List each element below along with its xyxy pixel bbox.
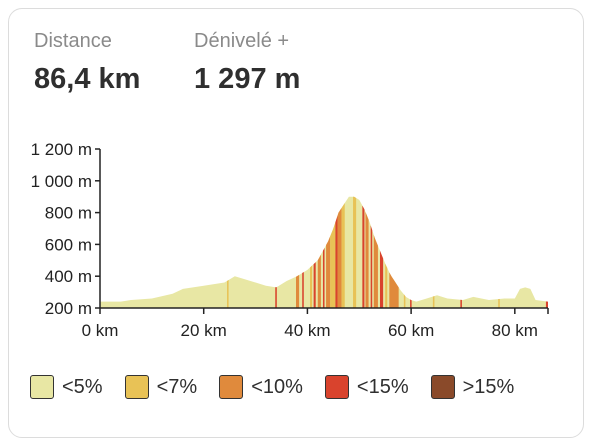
- legend-item-lt5: <5%: [30, 375, 103, 399]
- y-tick-label: 1 200 m: [31, 140, 92, 159]
- y-tick-label: 800 m: [45, 204, 92, 223]
- distance-stat: Distance 86,4 km: [34, 30, 140, 96]
- gradient-segment: [460, 299, 462, 308]
- gradient-segment: [498, 298, 500, 308]
- legend-swatch: [219, 375, 244, 399]
- y-tick-label: 1 000 m: [31, 172, 92, 191]
- gradient-segment: [326, 236, 331, 308]
- x-tick-label: 80 km: [492, 321, 538, 340]
- distance-label: Distance: [34, 30, 112, 52]
- legend-item-lt7: <7%: [124, 375, 198, 399]
- gradient-segment: [313, 262, 316, 308]
- legend-item-lt10: <10%: [219, 375, 303, 399]
- legend-label: <7%: [156, 375, 198, 398]
- gradient-segment: [337, 207, 342, 308]
- gradient-segment: [373, 234, 378, 308]
- x-tick-label: 0 km: [82, 321, 119, 340]
- x-tick-label: 60 km: [388, 321, 434, 340]
- gradient-segment: [302, 272, 304, 308]
- gradient-segment: [275, 287, 277, 308]
- legend-label: <5%: [62, 375, 103, 398]
- gradient-segment: [227, 280, 229, 308]
- gradient-segment: [403, 294, 406, 308]
- gradient-segment: [380, 250, 384, 308]
- y-tick-label: 200 m: [45, 299, 92, 318]
- legend-swatch: [30, 375, 54, 399]
- gradient-segment: [432, 296, 435, 308]
- legend-label: <15%: [356, 375, 409, 398]
- gradient-segment: [353, 196, 357, 308]
- gradient-segment: [296, 274, 300, 308]
- legend-label: <10%: [251, 375, 303, 398]
- gradient-legend: <5% <7% <10% <15% >15%: [30, 375, 536, 399]
- gradient-segment: [317, 254, 321, 308]
- legend-item-gt15: >15%: [430, 375, 515, 399]
- gradient-segment: [365, 211, 369, 308]
- y-tick-label: 400 m: [45, 267, 92, 286]
- gradient-segment: [335, 215, 338, 308]
- elevation-value: 1 297 m: [194, 63, 301, 95]
- legend-swatch: [430, 375, 455, 399]
- gradient-segment: [362, 205, 365, 308]
- legend-swatch: [124, 375, 149, 399]
- distance-value: 86,4 km: [34, 63, 141, 95]
- gradient-segment: [385, 263, 388, 308]
- gradient-segment: [545, 301, 548, 308]
- gradient-segment: [410, 299, 412, 308]
- legend-item-lt15: <15%: [324, 375, 409, 399]
- gradient-segment: [341, 203, 345, 308]
- elevation-stat: Dénivelé + 1 297 m: [194, 30, 300, 96]
- legend-swatch: [324, 375, 349, 399]
- y-tick-label: 600 m: [45, 235, 92, 254]
- gradient-segment: [322, 247, 325, 308]
- gradient-segment: [310, 265, 313, 308]
- x-tick-label: 40 km: [284, 321, 330, 340]
- elevation-card: [8, 8, 584, 438]
- legend-label: >15%: [462, 375, 515, 398]
- gradient-segment: [330, 222, 336, 308]
- elevation-label: Dénivelé +: [194, 30, 290, 52]
- gradient-segment: [389, 272, 399, 308]
- x-tick-label: 20 km: [181, 321, 227, 340]
- gradient-segment: [370, 225, 373, 308]
